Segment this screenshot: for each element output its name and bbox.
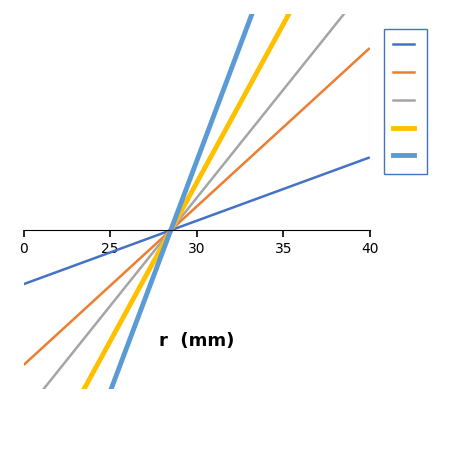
X-axis label: r  (mm): r (mm)	[159, 332, 235, 350]
Legend: , , , , : , , , ,	[383, 28, 427, 173]
